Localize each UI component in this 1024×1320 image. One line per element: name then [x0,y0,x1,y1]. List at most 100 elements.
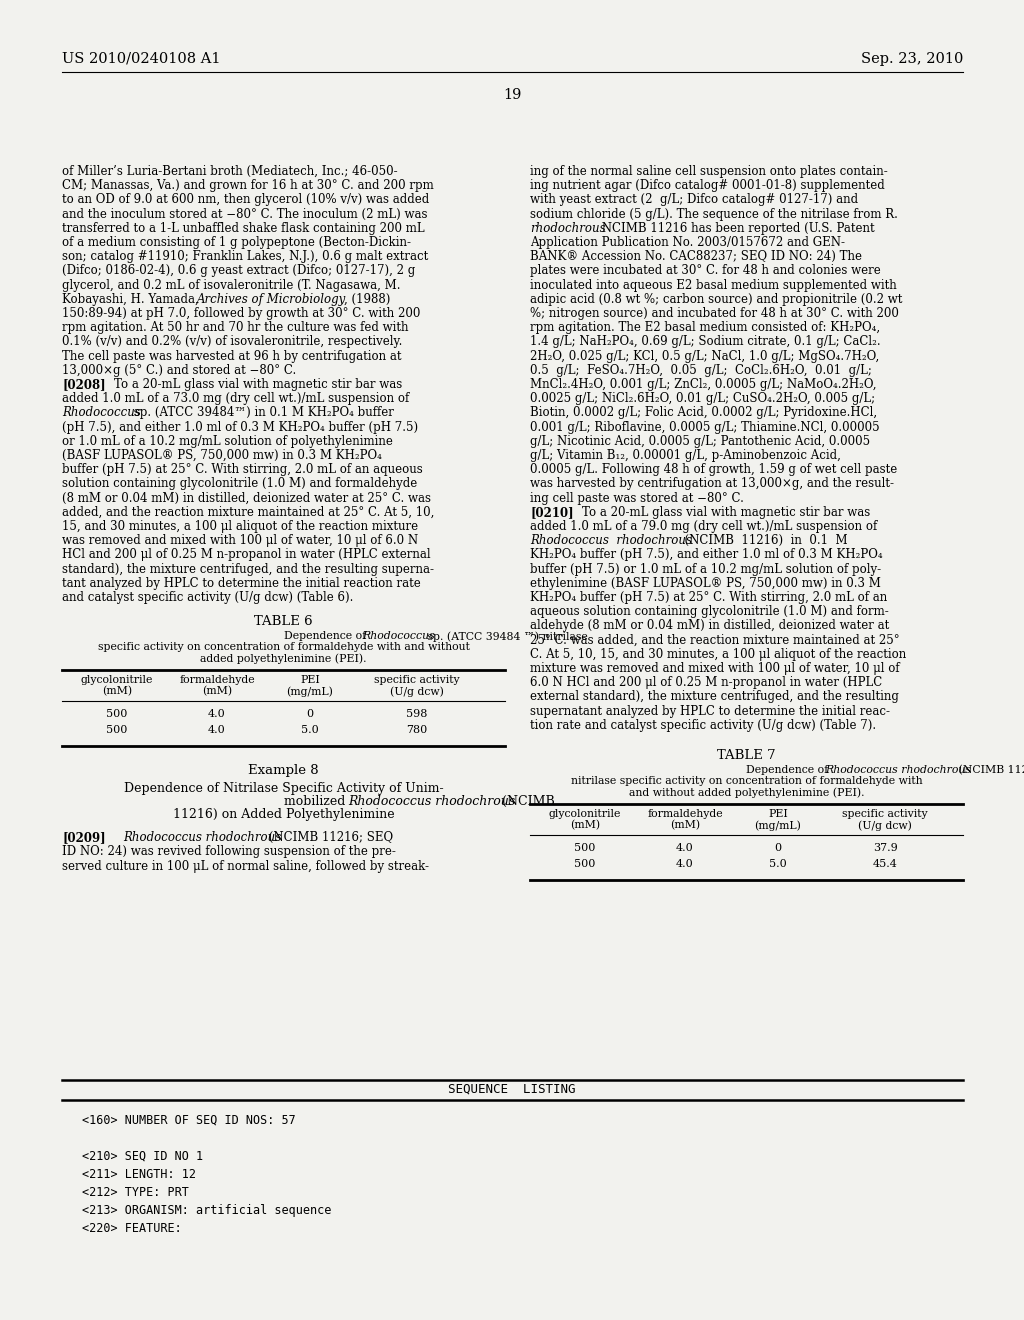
Text: was removed and mixed with 100 μl of water, 10 μl of 6.0 N: was removed and mixed with 100 μl of wat… [62,535,418,548]
Text: (mM): (mM) [202,686,232,697]
Text: 2H₂O, 0.025 g/L; KCl, 0.5 g/L; NaCl, 1.0 g/L; MgSO₄.7H₂O,: 2H₂O, 0.025 g/L; KCl, 0.5 g/L; NaCl, 1.0… [530,350,880,363]
Text: solution containing glycolonitrile (1.0 M) and formaldehyde: solution containing glycolonitrile (1.0 … [62,478,417,491]
Text: 45.4: 45.4 [872,859,897,869]
Text: added 1.0 mL of a 79.0 mg (dry cell wt.)/mL suspension of: added 1.0 mL of a 79.0 mg (dry cell wt.)… [530,520,878,533]
Text: KH₂PO₄ buffer (pH 7.5) at 25° C. With stirring, 2.0 mL of an: KH₂PO₄ buffer (pH 7.5) at 25° C. With st… [530,591,887,605]
Text: 780: 780 [407,725,428,735]
Text: (NCIMB  11216)  in  0.1  M: (NCIMB 11216) in 0.1 M [677,535,848,548]
Text: plates were incubated at 30° C. for 48 h and colonies were: plates were incubated at 30° C. for 48 h… [530,264,881,277]
Text: <210> SEQ ID NO 1: <210> SEQ ID NO 1 [82,1150,203,1163]
Text: specific activity: specific activity [842,809,928,818]
Text: Rhodococcus: Rhodococcus [362,631,435,642]
Text: buffer (pH 7.5) at 25° C. With stirring, 2.0 mL of an aqueous: buffer (pH 7.5) at 25° C. With stirring,… [62,463,423,477]
Text: to an OD of 9.0 at 600 nm, then glycerol (10% v/v) was added: to an OD of 9.0 at 600 nm, then glycerol… [62,194,429,206]
Text: Application Publication No. 2003/0157672 and GEN-: Application Publication No. 2003/0157672… [530,236,845,249]
Text: 4.0: 4.0 [208,709,226,719]
Text: 5.0: 5.0 [769,859,786,869]
Text: aldehyde (8 mM or 0.04 mM) in distilled, deionized water at: aldehyde (8 mM or 0.04 mM) in distilled,… [530,619,889,632]
Text: mixture was removed and mixed with 100 μl of water, 10 μl of: mixture was removed and mixed with 100 μ… [530,663,900,675]
Text: <213> ORGANISM: artificial sequence: <213> ORGANISM: artificial sequence [82,1204,332,1217]
Text: (NCIMB 11216): (NCIMB 11216) [955,766,1024,775]
Text: PEI: PEI [768,809,787,818]
Text: 150:89-94) at pH 7.0, followed by growth at 30° C. with 200: 150:89-94) at pH 7.0, followed by growth… [62,308,421,319]
Text: son; catalog #11910; Franklin Lakes, N.J.), 0.6 g malt extract: son; catalog #11910; Franklin Lakes, N.J… [62,251,428,263]
Text: 0: 0 [306,709,313,719]
Text: sodium chloride (5 g/L). The sequence of the nitrilase from R.: sodium chloride (5 g/L). The sequence of… [530,207,898,220]
Text: <211> LENGTH: 12: <211> LENGTH: 12 [82,1168,196,1181]
Text: specific activity on concentration of formaldehyde with and without: specific activity on concentration of fo… [97,643,469,652]
Text: Kobayashi, H. Yamada,: Kobayashi, H. Yamada, [62,293,203,306]
Text: 0: 0 [774,843,781,853]
Text: [0209]: [0209] [62,832,105,845]
Text: [0210]: [0210] [530,506,573,519]
Text: (NCIMB: (NCIMB [498,795,555,808]
Text: Rhodococcus rhodochrous: Rhodococcus rhodochrous [123,832,282,845]
Text: 37.9: 37.9 [872,843,897,853]
Text: rhodochrous: rhodochrous [530,222,605,235]
Text: Dependence of: Dependence of [746,766,833,775]
Text: TABLE 7: TABLE 7 [717,748,776,762]
Text: sp. (ATCC 39484™) in 0.1 M KH₂PO₄ buffer: sp. (ATCC 39484™) in 0.1 M KH₂PO₄ buffer [129,407,393,420]
Text: CM; Manassas, Va.) and grown for 16 h at 30° C. and 200 rpm: CM; Manassas, Va.) and grown for 16 h at… [62,180,434,193]
Text: was harvested by centrifugation at 13,000×g, and the result-: was harvested by centrifugation at 13,00… [530,478,894,491]
Text: aqueous solution containing glycolonitrile (1.0 M) and form-: aqueous solution containing glycolonitri… [530,605,889,618]
Text: Archives of Microbiology: Archives of Microbiology [197,293,346,306]
Text: 6.0 N HCl and 200 μl of 0.25 M n-propanol in water (HPLC: 6.0 N HCl and 200 μl of 0.25 M n-propano… [530,676,883,689]
Text: glycerol, and 0.2 mL of isovaleronitrile (T. Nagasawa, M.: glycerol, and 0.2 mL of isovaleronitrile… [62,279,400,292]
Text: 15, and 30 minutes, a 100 μl aliquot of the reaction mixture: 15, and 30 minutes, a 100 μl aliquot of … [62,520,418,533]
Text: formaldehyde: formaldehyde [647,809,723,818]
Text: PEI: PEI [300,676,319,685]
Text: adipic acid (0.8 wt %; carbon source) and propionitrile (0.2 wt: adipic acid (0.8 wt %; carbon source) an… [530,293,902,306]
Text: (mg/mL): (mg/mL) [755,820,802,830]
Text: %; nitrogen source) and incubated for 48 h at 30° C. with 200: %; nitrogen source) and incubated for 48… [530,308,899,319]
Text: with yeast extract (2  g/L; Difco catalog# 0127-17) and: with yeast extract (2 g/L; Difco catalog… [530,194,858,206]
Text: mobilized: mobilized [284,795,349,808]
Text: g/L; Nicotinic Acid, 0.0005 g/L; Pantothenic Acid, 0.0005: g/L; Nicotinic Acid, 0.0005 g/L; Pantoth… [530,434,870,447]
Text: 500: 500 [574,859,596,869]
Text: 13,000×g (5° C.) and stored at −80° C.: 13,000×g (5° C.) and stored at −80° C. [62,364,296,376]
Text: ing cell paste was stored at −80° C.: ing cell paste was stored at −80° C. [530,491,743,504]
Text: TABLE 6: TABLE 6 [254,615,312,628]
Text: The cell paste was harvested at 96 h by centrifugation at: The cell paste was harvested at 96 h by … [62,350,401,363]
Text: 11216) on Added Polyethylenimine: 11216) on Added Polyethylenimine [173,808,394,821]
Text: ethylenimine (BASF LUPASOL® PS, 750,000 mw) in 0.3 M: ethylenimine (BASF LUPASOL® PS, 750,000 … [530,577,881,590]
Text: 0.1% (v/v) and 0.2% (v/v) of isovaleronitrile, respectively.: 0.1% (v/v) and 0.2% (v/v) of isovaleroni… [62,335,402,348]
Text: and the inoculum stored at −80° C. The inoculum (2 mL) was: and the inoculum stored at −80° C. The i… [62,207,427,220]
Text: g/L; Vitamin B₁₂, 0.00001 g/L, p-Aminobenzoic Acid,: g/L; Vitamin B₁₂, 0.00001 g/L, p-Aminobe… [530,449,841,462]
Text: 4.0: 4.0 [676,843,694,853]
Text: 4.0: 4.0 [676,859,694,869]
Text: US 2010/0240108 A1: US 2010/0240108 A1 [62,51,220,66]
Text: (U/g dcw): (U/g dcw) [858,820,912,830]
Text: 1.4 g/L; NaH₂PO₄, 0.69 g/L; Sodium citrate, 0.1 g/L; CaCl₂.: 1.4 g/L; NaH₂PO₄, 0.69 g/L; Sodium citra… [530,335,881,348]
Text: or 1.0 mL of a 10.2 mg/mL solution of polyethylenimine: or 1.0 mL of a 10.2 mg/mL solution of po… [62,434,393,447]
Text: of Miller’s Luria-Bertani broth (Mediatech, Inc.; 46-050-: of Miller’s Luria-Bertani broth (Mediate… [62,165,397,178]
Text: Biotin, 0.0002 g/L; Folic Acid, 0.0002 g/L; Pyridoxine.HCl,: Biotin, 0.0002 g/L; Folic Acid, 0.0002 g… [530,407,878,420]
Text: 500: 500 [106,725,128,735]
Text: of a medium consisting of 1 g polypeptone (Becton-Dickin-: of a medium consisting of 1 g polypepton… [62,236,411,249]
Text: formaldehyde: formaldehyde [179,676,255,685]
Text: Rhodococcus rhodochrous: Rhodococcus rhodochrous [825,766,972,775]
Text: ing nutrient agar (Difco catalog# 0001-01-8) supplemented: ing nutrient agar (Difco catalog# 0001-0… [530,180,885,193]
Text: (mg/mL): (mg/mL) [287,686,334,697]
Text: ing of the normal saline cell suspension onto plates contain-: ing of the normal saline cell suspension… [530,165,888,178]
Text: rpm agitation. The E2 basal medium consisted of: KH₂PO₄,: rpm agitation. The E2 basal medium consi… [530,321,880,334]
Text: transferred to a 1-L unbaffled shake flask containing 200 mL: transferred to a 1-L unbaffled shake fla… [62,222,425,235]
Text: 4.0: 4.0 [208,725,226,735]
Text: [0208]: [0208] [62,378,105,391]
Text: added polyethylenimine (PEI).: added polyethylenimine (PEI). [201,653,367,664]
Text: sp. (ATCC 39484 ™) nitrilase: sp. (ATCC 39484 ™) nitrilase [424,631,588,642]
Text: (mM): (mM) [102,686,132,697]
Text: C. At 5, 10, 15, and 30 minutes, a 100 μl aliquot of the reaction: C. At 5, 10, 15, and 30 minutes, a 100 μ… [530,648,906,661]
Text: Dependence of: Dependence of [284,631,370,642]
Text: 598: 598 [407,709,428,719]
Text: 5.0: 5.0 [301,725,318,735]
Text: To a 20-mL glass vial with magnetic stir bar was: To a 20-mL glass vial with magnetic stir… [99,378,402,391]
Text: Rhodococcus: Rhodococcus [62,407,141,420]
Text: supernatant analyzed by HPLC to determine the initial reac-: supernatant analyzed by HPLC to determin… [530,705,890,718]
Text: KH₂PO₄ buffer (pH 7.5), and either 1.0 ml of 0.3 M KH₂PO₄: KH₂PO₄ buffer (pH 7.5), and either 1.0 m… [530,548,883,561]
Text: SEQUENCE  LISTING: SEQUENCE LISTING [449,1082,575,1096]
Text: nitrilase specific activity on concentration of formaldehyde with: nitrilase specific activity on concentra… [570,776,923,785]
Text: 0.0005 g/L. Following 48 h of growth, 1.59 g of wet cell paste: 0.0005 g/L. Following 48 h of growth, 1.… [530,463,897,477]
Text: standard), the mixture centrifuged, and the resulting superna-: standard), the mixture centrifuged, and … [62,562,434,576]
Text: (8 mM or 0.04 mM) in distilled, deionized water at 25° C. was: (8 mM or 0.04 mM) in distilled, deionize… [62,491,431,504]
